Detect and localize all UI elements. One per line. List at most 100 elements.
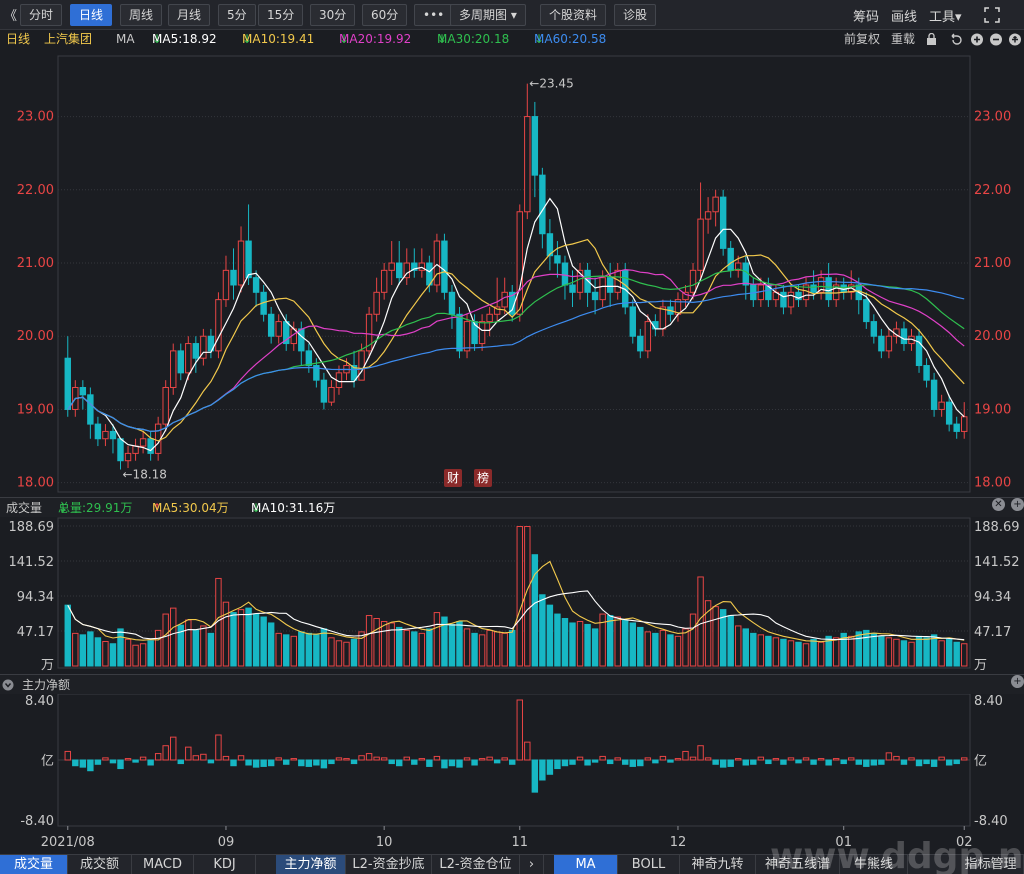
candle: [712, 196, 719, 213]
expand-icon[interactable]: [1009, 33, 1021, 46]
flow-bar: [380, 757, 388, 761]
collapse-icon[interactable]: 《: [4, 9, 18, 24]
volume-bar: [373, 618, 380, 667]
price-label-left: 21.00: [17, 256, 54, 271]
diagnose-button[interactable]: 诊股: [614, 4, 657, 26]
volume-bar: [396, 626, 403, 667]
flow-bar: [124, 758, 132, 761]
candle: [659, 306, 667, 330]
more-button[interactable]: •••: [414, 4, 454, 26]
arrow-down-icon: ↓: [534, 32, 545, 46]
bottom-tab-3[interactable]: KDJ: [194, 855, 256, 874]
flow-bar: [712, 759, 719, 765]
drawing-button[interactable]: 画线: [891, 10, 918, 25]
adjust-button[interactable]: 前复权: [844, 32, 881, 46]
flow-bar: [637, 759, 644, 767]
bottom-tab-9[interactable]: BOLL: [618, 855, 680, 874]
max-price-label: ←23.45: [529, 77, 573, 91]
candle: [200, 335, 207, 359]
candle: [275, 321, 282, 337]
bottom-tab-10[interactable]: 神奇九转: [680, 855, 756, 874]
candle: [930, 379, 938, 410]
bottom-tab-7[interactable]: ›: [520, 855, 544, 874]
flow-pane-header: 主力净额 +: [0, 674, 1024, 694]
bottom-tab-6[interactable]: L2-资金仓位: [432, 855, 520, 874]
close-icon[interactable]: ✕: [992, 498, 1005, 511]
add-icon[interactable]: +: [1011, 675, 1024, 688]
chips-button[interactable]: 筹码: [853, 10, 880, 25]
volume-label-right: 141.52: [974, 555, 1020, 570]
volume-bar: [343, 641, 350, 667]
period-tab-0[interactable]: 分时: [20, 4, 63, 26]
chevron-down-icon[interactable]: [2, 679, 14, 691]
chart-area[interactable]: 23.00 23.00 22.00 22.00 21.00 21.00 20.00 20.00…: [0, 48, 1024, 854]
volume-bar: [704, 600, 712, 667]
volume-bar: [154, 629, 162, 667]
bottom-tab-1[interactable]: 成交额: [68, 855, 132, 874]
flow-bar: [554, 759, 561, 770]
candle: [561, 262, 569, 286]
flow-bar: [840, 759, 847, 765]
period-tab-4[interactable]: 5分: [218, 4, 256, 26]
volume-bar: [953, 641, 960, 667]
candle: [870, 321, 878, 337]
volume-bar: [554, 613, 561, 667]
flow-bar: [606, 759, 614, 765]
volume-label-right: 47.17: [974, 625, 1011, 640]
period-tab-5[interactable]: 15分: [258, 4, 304, 26]
volume-bar: [727, 615, 734, 667]
zoom-out-icon[interactable]: [990, 33, 1002, 46]
volume-bar: [629, 622, 636, 667]
fullscreen-icon[interactable]: [984, 7, 1000, 23]
period-tab-6[interactable]: 30分: [310, 4, 356, 26]
bottom-tab-0[interactable]: 成交量: [0, 855, 68, 874]
bottom-tab-4[interactable]: 主力净额: [276, 855, 346, 874]
price-label-right: 19.00: [974, 402, 1011, 417]
multi-period-button[interactable]: 多周期图 ▾: [450, 4, 526, 26]
candle: [501, 291, 508, 308]
bottom-tab-12[interactable]: 牛熊线: [840, 855, 908, 874]
candle: [524, 116, 531, 213]
zoom-in-icon[interactable]: [971, 33, 983, 46]
volume-bar: [735, 625, 742, 667]
kline-chart[interactable]: 23.00 23.00 22.00 22.00 21.00 21.00 20.00 20.00…: [0, 48, 1024, 854]
bottom-tab-8[interactable]: MA: [554, 855, 618, 874]
arrow-down-icon: ↓: [251, 501, 262, 515]
lock-icon[interactable]: [927, 33, 936, 46]
volume-total-text: 总量:29.91万: [58, 501, 133, 515]
candle: [599, 277, 606, 301]
flow-bar: [79, 759, 87, 768]
overlay-button[interactable]: 重载: [891, 32, 916, 46]
period-tab-3[interactable]: 月线: [168, 4, 211, 26]
volume-ma5: MA5:30.04万 ↑: [152, 498, 229, 518]
bottom-tab-11[interactable]: 神奇五线谱: [756, 855, 840, 874]
candle: [230, 269, 237, 286]
volume-bar: [117, 628, 124, 667]
volume-bar: [493, 631, 501, 667]
candle: [441, 240, 448, 293]
flow-bar: [237, 755, 245, 761]
indicator-label[interactable]: MA: [116, 32, 135, 46]
undo-icon[interactable]: [951, 33, 962, 45]
stock-info-button[interactable]: 个股资料: [540, 4, 607, 26]
tools-button[interactable]: 工具▾: [929, 6, 962, 25]
period-tab-1[interactable]: 日线: [70, 4, 113, 26]
volume-bar: [471, 632, 478, 667]
volume-ma5-line: [67, 560, 965, 643]
bottom-tab-5[interactable]: L2-资金抄底: [346, 855, 432, 874]
candle: [817, 277, 825, 293]
period-tab-7[interactable]: 60分: [362, 4, 408, 26]
add-icon[interactable]: +: [1011, 498, 1024, 511]
volume-bar: [162, 613, 169, 667]
event-badge-0[interactable]: 财: [444, 469, 462, 487]
period-tab-2[interactable]: 周线: [120, 4, 163, 26]
bottom-tab-2[interactable]: MACD: [132, 855, 194, 874]
flow-bar: [493, 759, 501, 764]
flow-bar: [335, 757, 343, 761]
candle: [320, 379, 328, 403]
event-badge-1[interactable]: 榜: [474, 469, 492, 487]
volume-bar: [870, 632, 878, 667]
volume-label-left: 47.17: [17, 625, 54, 640]
flow-bar: [403, 756, 410, 761]
period-label: 日线: [6, 32, 31, 46]
